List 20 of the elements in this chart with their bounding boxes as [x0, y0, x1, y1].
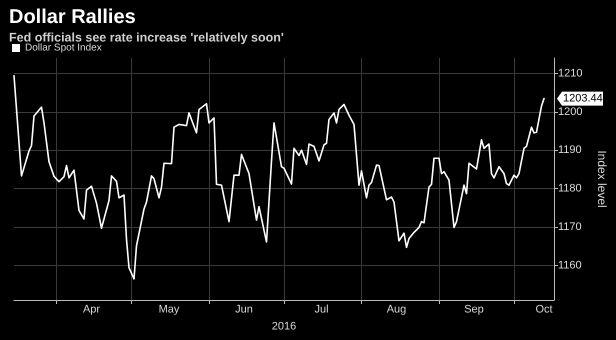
line-series	[13, 74, 545, 280]
x-tick-label: Apr	[82, 304, 100, 316]
y-tick-label: 1190	[558, 144, 582, 156]
x-tick-label: May	[158, 304, 180, 316]
x-tick-label: Sep	[464, 304, 484, 316]
x-axis-title: 2016	[272, 320, 296, 332]
y-tick-label: 1170	[558, 221, 582, 234]
y-tick-label: 1210	[558, 67, 582, 80]
x-tick-label: Oct	[535, 304, 553, 316]
x-tick-label: Jun	[235, 304, 253, 316]
x-tick-label: Jul	[314, 304, 329, 316]
y-tick-label: 1200	[558, 106, 582, 118]
y-tick-label: 1180	[558, 182, 582, 195]
x-tick-label: Aug	[386, 304, 406, 316]
chart-title: Dollar Rallies	[9, 6, 136, 28]
y-axis-title: Index level	[595, 150, 609, 208]
legend-label: Dollar Spot Index	[25, 42, 102, 54]
annotation: 1203.44	[563, 92, 603, 105]
y-tick-label: 1160	[558, 259, 582, 272]
chart-subtitle: Fed officials see rate increase 'relatively soon'	[9, 30, 284, 44]
